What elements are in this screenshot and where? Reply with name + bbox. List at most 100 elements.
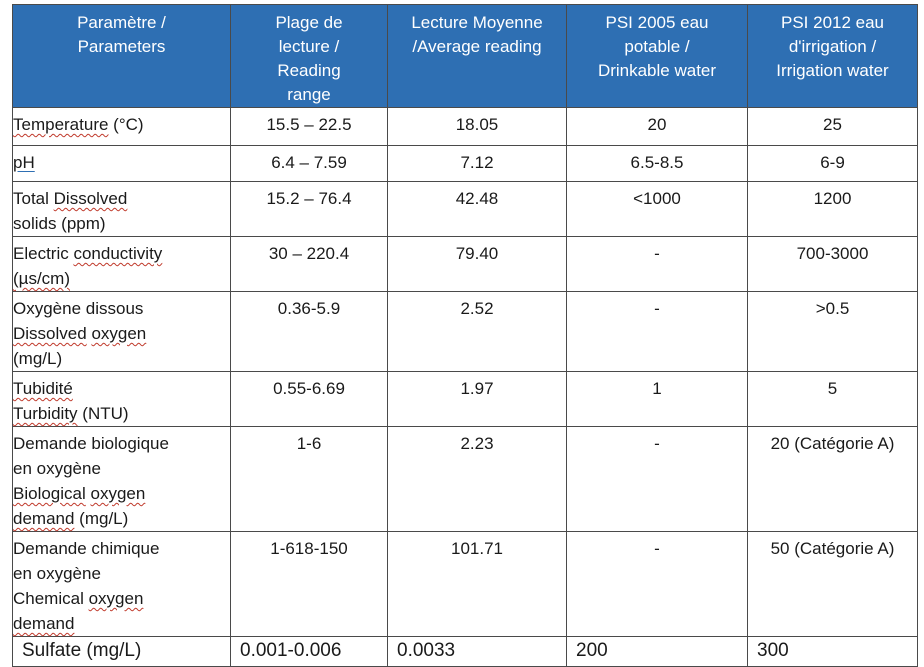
header-line: d'irrigation /	[788, 37, 877, 56]
parameter-line: Biological oxygen	[13, 481, 230, 506]
parameter-line: Demande chimique	[13, 536, 230, 561]
parameter-text: demand	[13, 509, 75, 528]
reading-range-cell: 15.5 – 22.5	[230, 107, 388, 146]
parameter-line: Total Dissolved	[13, 186, 230, 211]
parameter-text: Sulfate (mg/L)	[22, 640, 142, 661]
irrigation-water-cell: 50 (Catégorie A)	[747, 531, 918, 637]
parameter-text: Demande biologique	[13, 434, 169, 453]
reading-range-cell: 30 – 220.4	[230, 236, 388, 292]
parameter-line: Chemical oxygen	[13, 586, 230, 611]
table-row: Demande biologique en oxygène Biological o…	[12, 426, 918, 532]
header-line: Reading	[277, 61, 341, 80]
table-row: Sulfate (mg/L) 0.001-0.006 0.0033 200 300	[12, 636, 918, 667]
table-row: Temperature (°C) 15.5 – 22.5 18.05 20 25	[12, 107, 918, 146]
parameter-text: Dissolved	[53, 189, 128, 208]
parameter-line: Turbidity (NTU)	[13, 401, 230, 426]
parameter-text: Turbidity	[13, 404, 78, 423]
average-reading-cell: 18.05	[387, 107, 567, 146]
header-line: Irrigation water	[776, 61, 889, 80]
parameter-text: (°C)	[108, 115, 144, 134]
parameter-text: (mg/L)	[74, 509, 129, 528]
parameter-cell: Demande biologique en oxygène Biological o…	[12, 426, 231, 532]
parameter-text: Tubidité	[13, 379, 73, 398]
table-row: Demande chimique en oxygène Chemical oxyge…	[12, 531, 918, 637]
parameter-line: Dissolved oxygen	[13, 321, 230, 346]
header-line: potable /	[624, 37, 690, 56]
header-line: lecture /	[278, 37, 340, 56]
parameter-text: Temperature	[13, 115, 109, 134]
parameter-text: Dissolved	[13, 324, 87, 343]
parameter-text: en oxygène	[13, 564, 101, 583]
header-line: Paramètre /	[77, 13, 166, 32]
table-row: Total Dissolved solids (ppm) 15.2 – 76.4 42…	[12, 181, 918, 237]
parameter-line: solids (ppm)	[13, 211, 230, 236]
water-quality-table: Paramètre / Parameters Plage de lecture / R…	[12, 4, 918, 667]
average-reading-cell: 7.12	[387, 145, 567, 182]
reading-range-cell: 0.36-5.9	[230, 291, 388, 372]
parameter-cell: Demande chimique en oxygène Chemical oxyge…	[12, 531, 231, 637]
header-line: Parameters	[77, 37, 166, 56]
parameter-text: (mg/L)	[13, 349, 63, 368]
reading-range-cell: 15.2 – 76.4	[230, 181, 388, 237]
drinkable-water-cell: -	[566, 236, 748, 292]
parameter-text: solids (ppm)	[13, 214, 106, 233]
average-reading-cell: 1.97	[387, 371, 567, 427]
header-line: Lecture Moyenne	[411, 13, 543, 32]
parameter-text: Biological	[13, 484, 86, 503]
table-row: Oxygène dissous Dissolved oxygen (mg/L) 0.3…	[12, 291, 918, 372]
reading-range-cell: 0.55-6.69	[230, 371, 388, 427]
irrigation-water-cell: 25	[747, 107, 918, 146]
average-reading-cell: 2.23	[387, 426, 567, 532]
parameter-text: Total	[13, 189, 54, 208]
header-line: PSI 2005 eau	[605, 13, 709, 32]
parameter-text: Chemical	[13, 589, 89, 608]
parameter-line: Sulfate (mg/L)	[22, 638, 230, 663]
drinkable-water-cell: 1	[566, 371, 748, 427]
parameter-line: en oxygène	[13, 561, 230, 586]
average-reading-cell: 101.71	[387, 531, 567, 637]
header-average-reading: Lecture Moyenne/Average reading	[387, 4, 567, 108]
reading-range-cell: 0.001-0.006	[230, 636, 388, 667]
reading-range-cell: 6.4 – 7.59	[230, 145, 388, 182]
parameter-text: oxygen	[88, 589, 144, 608]
parameter-line: pH	[13, 150, 230, 175]
header-line: PSI 2012 eau	[780, 13, 885, 32]
parameter-text: oxygen	[91, 324, 147, 343]
average-reading-cell: 2.52	[387, 291, 567, 372]
parameter-text: Oxygène dissous	[13, 299, 144, 318]
parameter-text: (µs/cm)	[13, 269, 71, 288]
drinkable-water-cell: 6.5-8.5	[566, 145, 748, 182]
drinkable-water-cell: 20	[566, 107, 748, 146]
parameter-text: oxygen	[90, 484, 146, 503]
parameter-text: pH	[13, 153, 35, 172]
header-line: Drinkable water	[597, 61, 717, 80]
parameter-line: (µs/cm)	[13, 266, 230, 291]
parameter-cell: Electric conductivity (µs/cm)	[12, 236, 231, 292]
drinkable-water-cell: -	[566, 531, 748, 637]
irrigation-water-cell: 700-3000	[747, 236, 918, 292]
header-parameters: Paramètre / Parameters	[12, 4, 231, 108]
drinkable-water-cell: <1000	[566, 181, 748, 237]
irrigation-water-cell: >0.5	[747, 291, 918, 372]
parameter-text: Electric	[13, 244, 74, 263]
parameter-text: demand	[13, 614, 75, 633]
table-row: pH 6.4 – 7.59 7.12 6.5-8.5 6-9	[12, 145, 918, 182]
average-reading-cell: 42.48	[387, 181, 567, 237]
header-row: Paramètre / Parameters Plage de lecture / R…	[12, 4, 918, 108]
header-line: /Average reading	[412, 37, 542, 56]
parameter-line: Temperature (°C)	[13, 112, 230, 137]
parameter-cell: Sulfate (mg/L)	[12, 636, 231, 667]
parameter-text: Demande chimique	[13, 539, 160, 558]
parameter-line: (mg/L)	[13, 346, 230, 371]
header-psi-2005-drinkable: PSI 2005 eau potable / Drinkable water	[566, 4, 748, 108]
header-psi-2012-irrigation: PSI 2012 eau d'irrigation / Irrigation wat…	[747, 4, 918, 108]
parameter-text: conductivity	[73, 244, 163, 263]
table-body: Temperature (°C) 15.5 – 22.5 18.05 20 25 pH 6.…	[12, 107, 918, 667]
drinkable-water-cell: -	[566, 426, 748, 532]
drinkable-water-cell: 200	[566, 636, 748, 667]
parameter-line: en oxygène	[13, 456, 230, 481]
drinkable-water-cell: -	[566, 291, 748, 372]
average-reading-cell: 0.0033	[387, 636, 567, 667]
reading-range-cell: 1-6	[230, 426, 388, 532]
table-row: Tubidité Turbidity (NTU) 0.55-6.69 1.97 1 5	[12, 371, 918, 427]
